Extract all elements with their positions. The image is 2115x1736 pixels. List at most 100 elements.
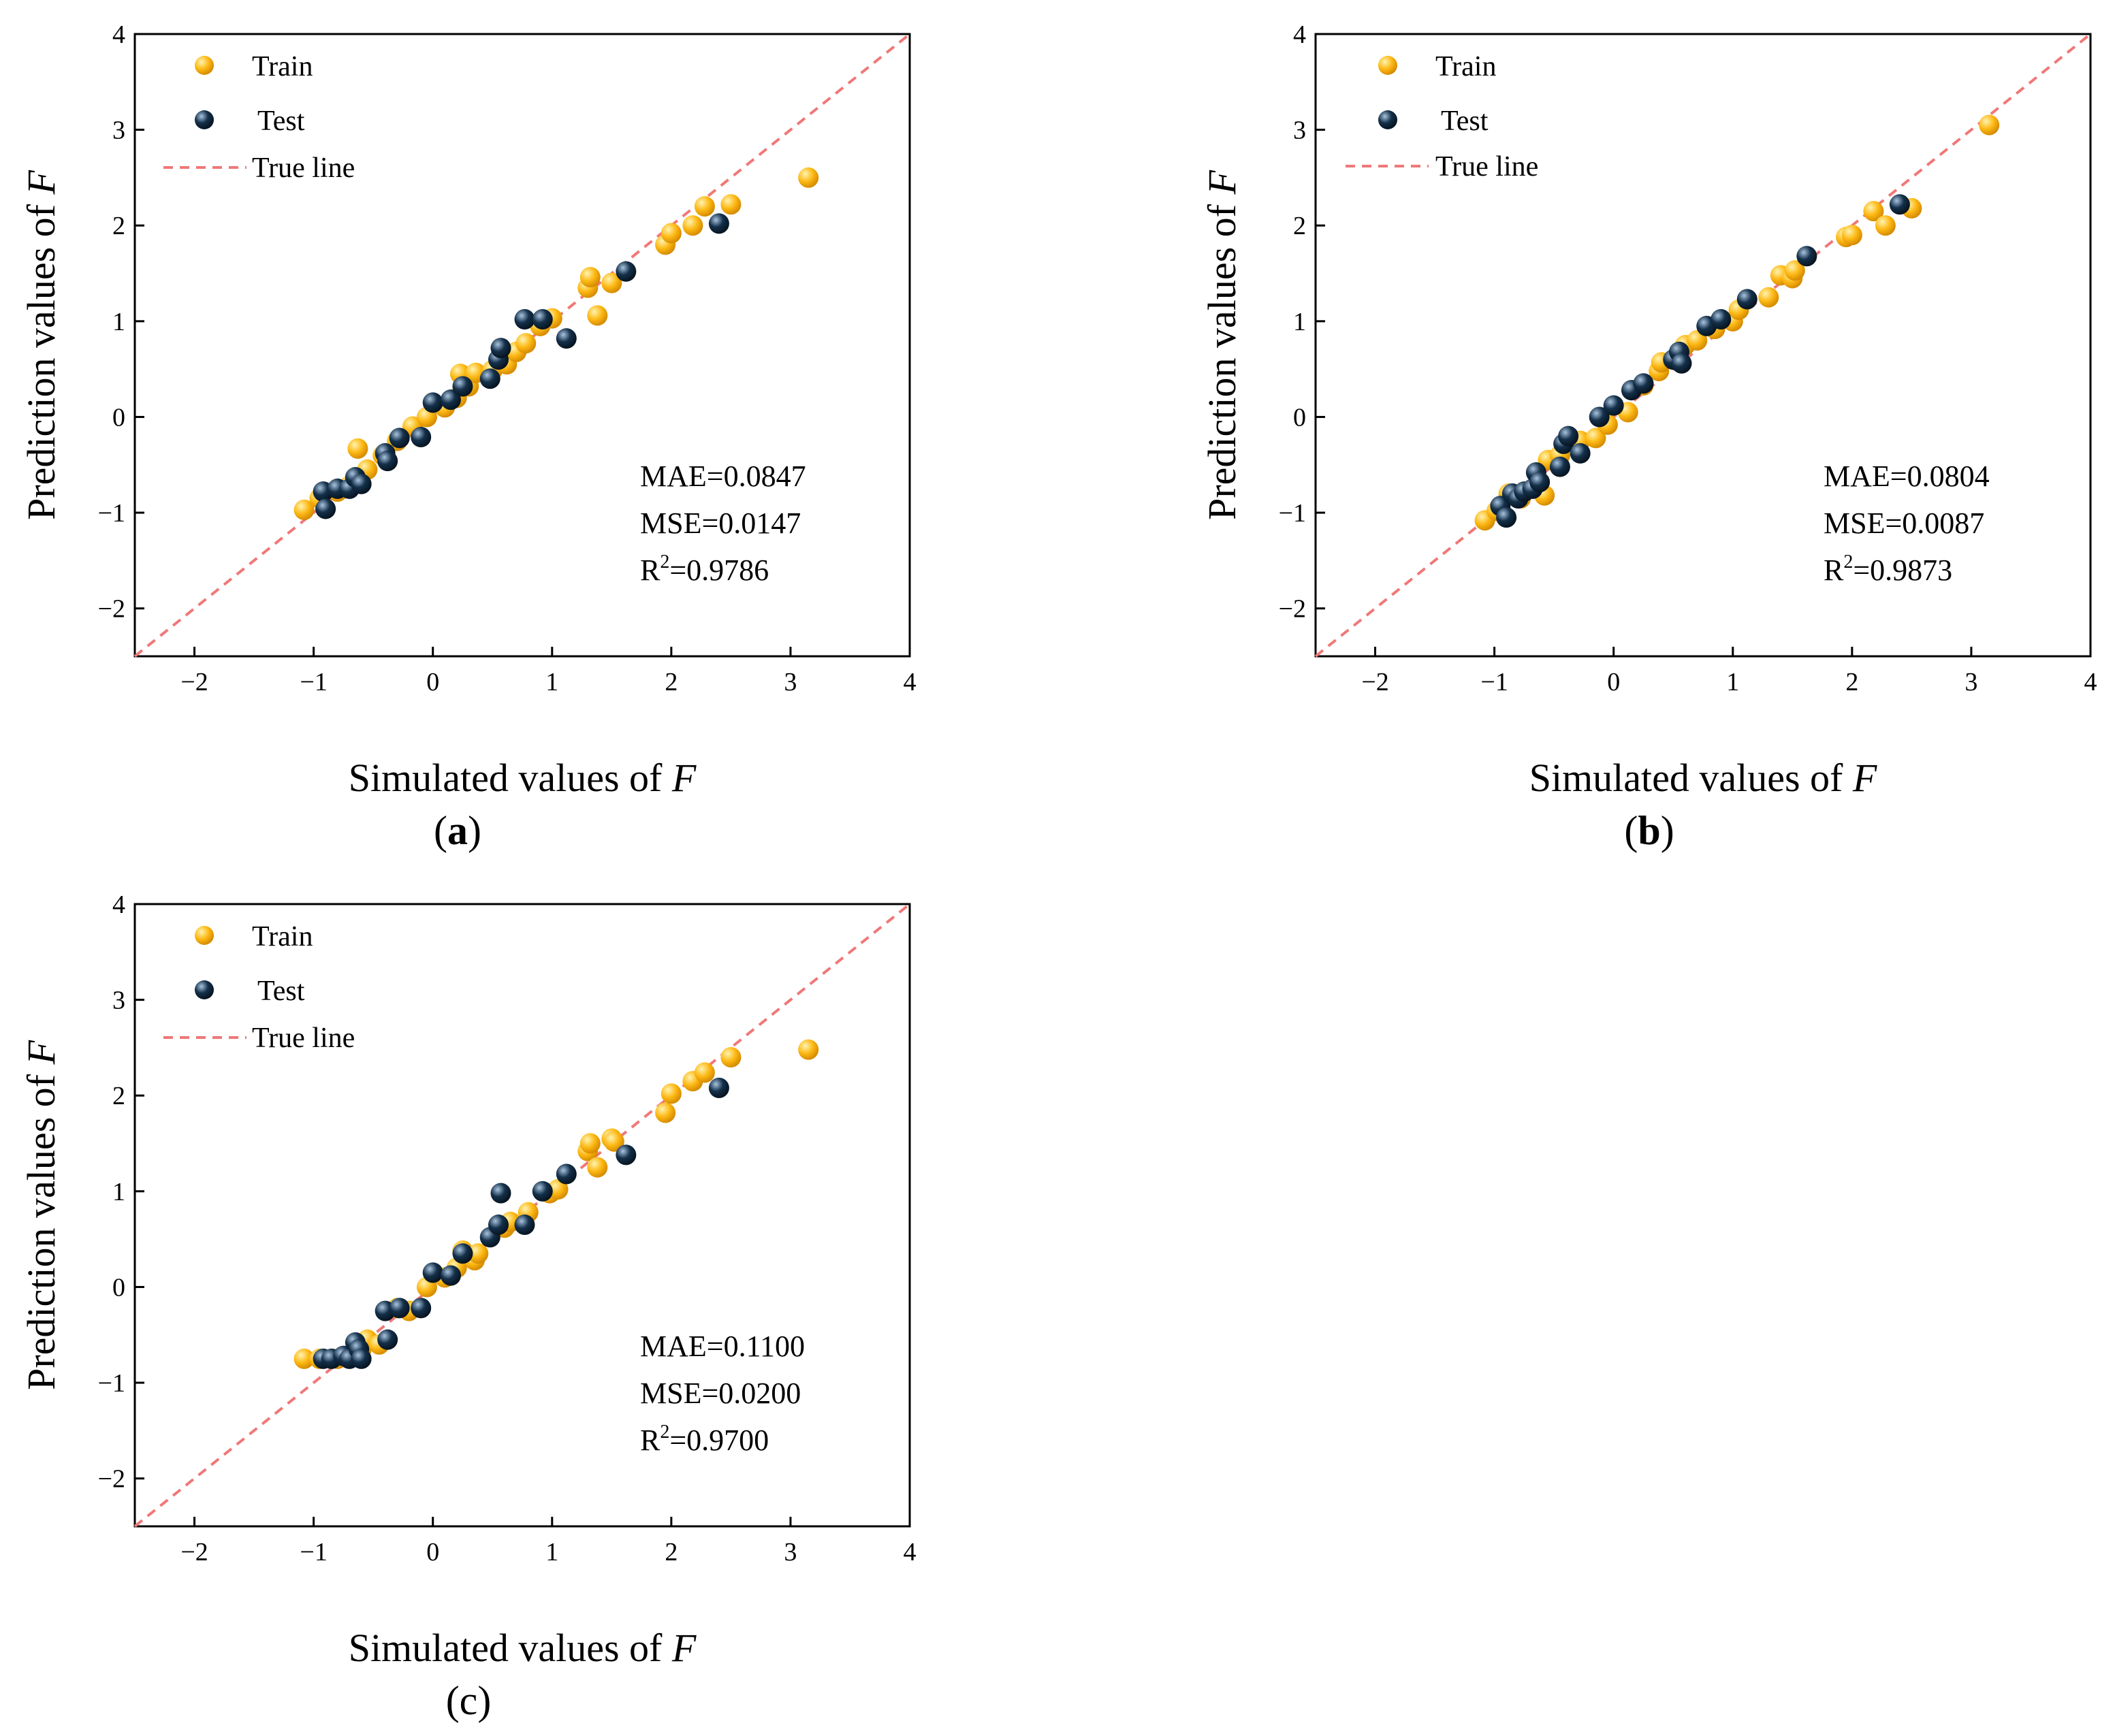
y-tick-label: 0 [1293,403,1306,432]
y-tick-label: 3 [112,986,125,1015]
x-axis-title-text: Simulated values of [349,756,672,800]
test-point [422,1262,443,1283]
legend-test-marker [1378,110,1397,129]
y-axis-title: Prediction values of F [19,1040,63,1390]
r2-value: =0.9873 [1853,553,1952,587]
test-point [490,338,511,359]
test-point [411,1298,432,1319]
test-point [351,473,372,494]
y-tick-label: 2 [112,1082,125,1110]
test-point [708,213,729,234]
test-point [1736,289,1758,310]
test-point [1570,443,1591,464]
x-axis-title: Simulated values of F [1529,756,1877,800]
tick-marks [135,903,911,1526]
x-tick-labels: −2 −1 0 1 2 3 4 [180,1538,916,1566]
test-point [1496,507,1517,528]
train-point [1585,428,1606,449]
legend-train-marker [1378,56,1397,75]
tick-marks [135,33,911,656]
panel-b-letter: b [1638,808,1660,853]
plot-frame [1314,33,2092,658]
test-point [616,261,637,282]
y-tick-label: 3 [1293,116,1306,145]
test-point [1603,395,1624,416]
train-point [579,1133,601,1154]
mse-text: MSE=0.0147 [640,507,801,540]
test-point [1558,425,1579,447]
r2-letter: R [640,553,661,587]
train-point [603,1131,624,1152]
test-point [556,1163,577,1185]
x-tick-label: 3 [1965,668,1977,696]
legend-true-line-label: True line [252,152,355,184]
train-point [1758,287,1779,308]
test-points [1490,194,1910,528]
legend: Train Test True line [163,51,355,184]
y-tick-labels: −2 −1 0 1 2 3 4 [98,20,125,624]
train-point [661,223,682,244]
test-point [440,389,461,411]
legend-test-label: Test [257,106,305,137]
train-point [1875,215,1896,236]
y-tick-label: 0 [112,1273,125,1302]
x-tick-label: 4 [904,668,917,696]
x-tick-label: 3 [784,1538,797,1566]
train-point [1784,260,1805,281]
x-axis-title: Simulated values of F [349,756,697,800]
x-tick-label: 0 [1607,668,1620,696]
legend-train-label: Train [252,51,313,82]
r2-value: =0.9700 [669,1424,769,1457]
x-tick-label: 4 [904,1538,917,1566]
test-point [532,1180,553,1202]
x-tick-label: 0 [426,668,439,696]
mse-text: MSE=0.0200 [640,1377,801,1410]
r2-letter: R [1824,553,1844,587]
r2-text: R2=0.9700 [640,1421,769,1457]
train-point [601,272,622,293]
train-point [1687,329,1708,351]
mse-text: MSE=0.0087 [1824,507,1984,540]
r2-letter: R [640,1424,661,1457]
train-point [587,1157,608,1178]
panel-b-close-paren: ) [1661,808,1674,853]
y-axis-title-text: Prediction values of [19,195,63,520]
panel-b-label: (b) [1624,808,1674,853]
test-point [532,309,553,330]
train-point [655,1102,676,1123]
y-tick-label: −1 [98,1369,125,1398]
test-point [708,1077,729,1098]
test-point [389,1298,410,1319]
y-tick-label: 4 [1293,20,1306,49]
x-axis-title: Simulated values of F [349,1626,697,1670]
test-point [490,1183,511,1204]
y-axis-variable: F [19,1040,63,1065]
r2-superscript: 2 [660,551,669,573]
test-point [1671,353,1692,374]
y-axis-variable: F [1200,170,1244,195]
mae-text: MAE=0.1100 [640,1330,805,1363]
test-point [377,451,398,472]
train-point [293,499,315,520]
train-point [694,196,715,217]
train-point [720,194,742,215]
x-axis-variable: F [1852,756,1877,800]
metrics-box: MAE=0.0804 MSE=0.0087 R2=0.9873 [1824,460,1990,587]
test-point [315,498,336,519]
test-point [1796,246,1817,267]
train-point [694,1062,715,1083]
y-tick-label: 4 [112,20,125,49]
x-axis-title-text: Simulated values of [1529,756,1853,800]
test-point [514,1215,535,1236]
x-tick-label: −2 [180,668,208,696]
y-tick-label: 1 [112,308,125,336]
panel-b-open-paren: ( [1624,808,1638,853]
x-axis-title-text: Simulated values of [349,1626,672,1670]
y-tick-label: −2 [98,1465,125,1494]
legend-test-label: Test [1441,106,1489,137]
panel-a-letter: a [447,808,468,853]
legend-true-line-label: True line [1435,151,1538,182]
x-tick-labels: −2 −1 0 1 2 3 4 [180,668,916,696]
legend: Train Test True line [163,921,355,1054]
